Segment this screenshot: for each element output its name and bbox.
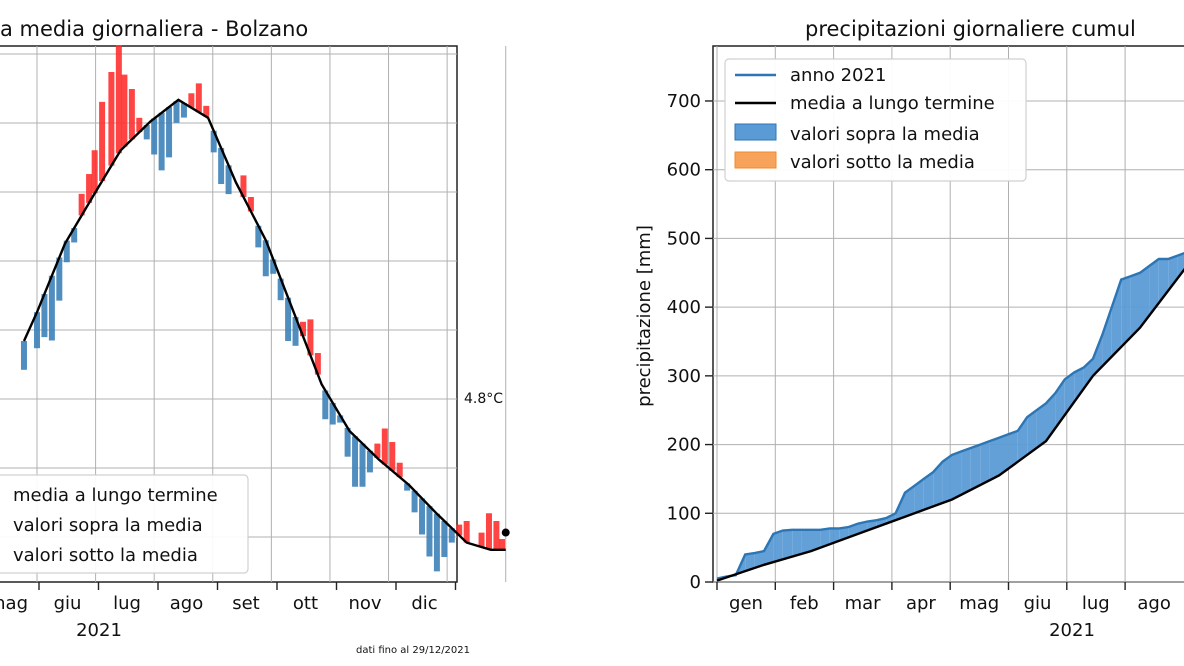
right-fill-above — [1111, 279, 1122, 357]
right-fill-above — [1027, 410, 1037, 455]
left-plot-area — [0, 45, 458, 583]
right-fill-above — [867, 520, 877, 531]
right-y-tick-label: 300 — [667, 366, 701, 387]
right-x-tick-label: ago — [1137, 593, 1170, 614]
right-fill-above — [961, 448, 971, 495]
right-fill-above — [1130, 272, 1140, 338]
right-y-tick-label: 200 — [667, 435, 701, 456]
right-legend-year: anno 2021 — [790, 65, 886, 86]
right-y-tick-label: 700 — [667, 91, 701, 112]
left-month-tick: nov — [348, 593, 381, 614]
left-x-axis-label: 2021 — [76, 620, 122, 641]
right-fill-above — [980, 441, 990, 486]
left-mean-line — [22, 98, 506, 551]
right-fill-above — [1149, 259, 1159, 316]
footnote-data-date: dati fino al 29/12/2021 — [356, 645, 470, 656]
left-legend-below: valori sotto la media — [13, 545, 198, 566]
right-fill-above — [1168, 255, 1178, 291]
right-fill-above — [989, 437, 999, 481]
right-y-tick-label: 0 — [690, 572, 701, 593]
right-legend-mean: media a lungo termine — [790, 93, 995, 114]
left-month-tick: lug — [113, 593, 141, 614]
left-month-tick: mag — [0, 593, 28, 614]
right-legend: anno 2021 media a lungo termine valori s… — [724, 58, 1027, 182]
right-legend-below: valori sotto la media — [790, 152, 975, 173]
right-legend-above: valori sopra la media — [790, 124, 980, 145]
left-legend-above: valori sopra la media — [13, 515, 203, 536]
right-fill-above — [999, 434, 1009, 476]
right-chart-title: precipitazioni giornaliere cumul — [805, 17, 1136, 41]
right-fill-above — [782, 529, 793, 560]
right-y-tick-label: 400 — [667, 297, 701, 318]
left-x-tick-labels: mag giu lug ago set ott nov dic — [0, 582, 457, 614]
right-fill-above — [792, 529, 802, 557]
right-y-tick-label: 600 — [667, 160, 701, 181]
right-fill-above — [820, 528, 830, 548]
right-fill-above — [933, 461, 943, 507]
right-fill-above — [914, 478, 924, 514]
right-mean-line — [716, 267, 1184, 582]
right-x-tick-label: apr — [906, 593, 936, 614]
left-month-tick: dic — [411, 593, 437, 614]
right-fill-above — [1036, 403, 1046, 448]
right-x-tick-label: lug — [1082, 593, 1110, 614]
right-y-tick-label: 500 — [667, 228, 701, 249]
right-fill-above — [754, 551, 764, 568]
right-fill-above — [1074, 367, 1084, 402]
left-month-tick: ago — [170, 593, 203, 614]
right-fill-above — [970, 444, 981, 490]
right-fill-above — [1140, 265, 1150, 328]
right-fill-above — [811, 529, 821, 552]
right-fill-above — [1046, 393, 1056, 442]
right-fill-above — [1008, 430, 1018, 469]
right-y-tick-labels: 0 100 200 300 400 500 600 700 — [667, 91, 713, 593]
right-fill-above — [773, 530, 783, 563]
left-deviation-bars — [20, 45, 505, 572]
right-fill-above — [801, 529, 811, 554]
right-fill-above — [952, 451, 962, 500]
left-month-tick: ott — [293, 593, 318, 614]
right-x-tick-label: mar — [845, 593, 882, 614]
right-fill-above — [745, 553, 755, 572]
right-fill-above — [923, 472, 934, 510]
left-last-value-label: 4.8°C — [464, 391, 503, 407]
right-x-axis-label: 2021 — [1049, 620, 1095, 641]
left-chart-title: a media giornaliera - Bolzano — [0, 17, 308, 41]
right-fill-above — [829, 528, 840, 545]
left-last-value-point — [501, 528, 510, 537]
right-fill-above — [1093, 334, 1103, 376]
right-fill-above — [1121, 276, 1131, 347]
right-x-tick-labels: gen feb mar apr mag giu lug ago — [716, 582, 1171, 614]
right-fill-above — [764, 533, 774, 565]
right-fill-above — [1102, 307, 1112, 367]
right-y-tick-label: 100 — [667, 503, 701, 524]
right-year-line — [716, 252, 1184, 580]
right-legend-below-swatch — [734, 151, 777, 169]
right-legend-above-swatch — [734, 123, 777, 141]
right-x-tick-label: feb — [790, 593, 819, 614]
left-month-tick: set — [232, 593, 260, 614]
right-fill-above — [942, 454, 952, 503]
right-y-axis-label: precipitazione [mm] — [634, 225, 655, 407]
right-x-tick-label: giu — [1024, 593, 1052, 614]
left-legend-mean: media a lungo termine — [13, 485, 218, 506]
right-x-tick-label: gen — [729, 593, 763, 614]
left-month-tick: giu — [54, 593, 82, 614]
left-legend: media a lungo termine valori sopra la me… — [0, 474, 249, 574]
right-fill-above — [1177, 253, 1184, 279]
right-x-tick-label: mag — [959, 593, 999, 614]
right-fill-above — [905, 485, 915, 517]
